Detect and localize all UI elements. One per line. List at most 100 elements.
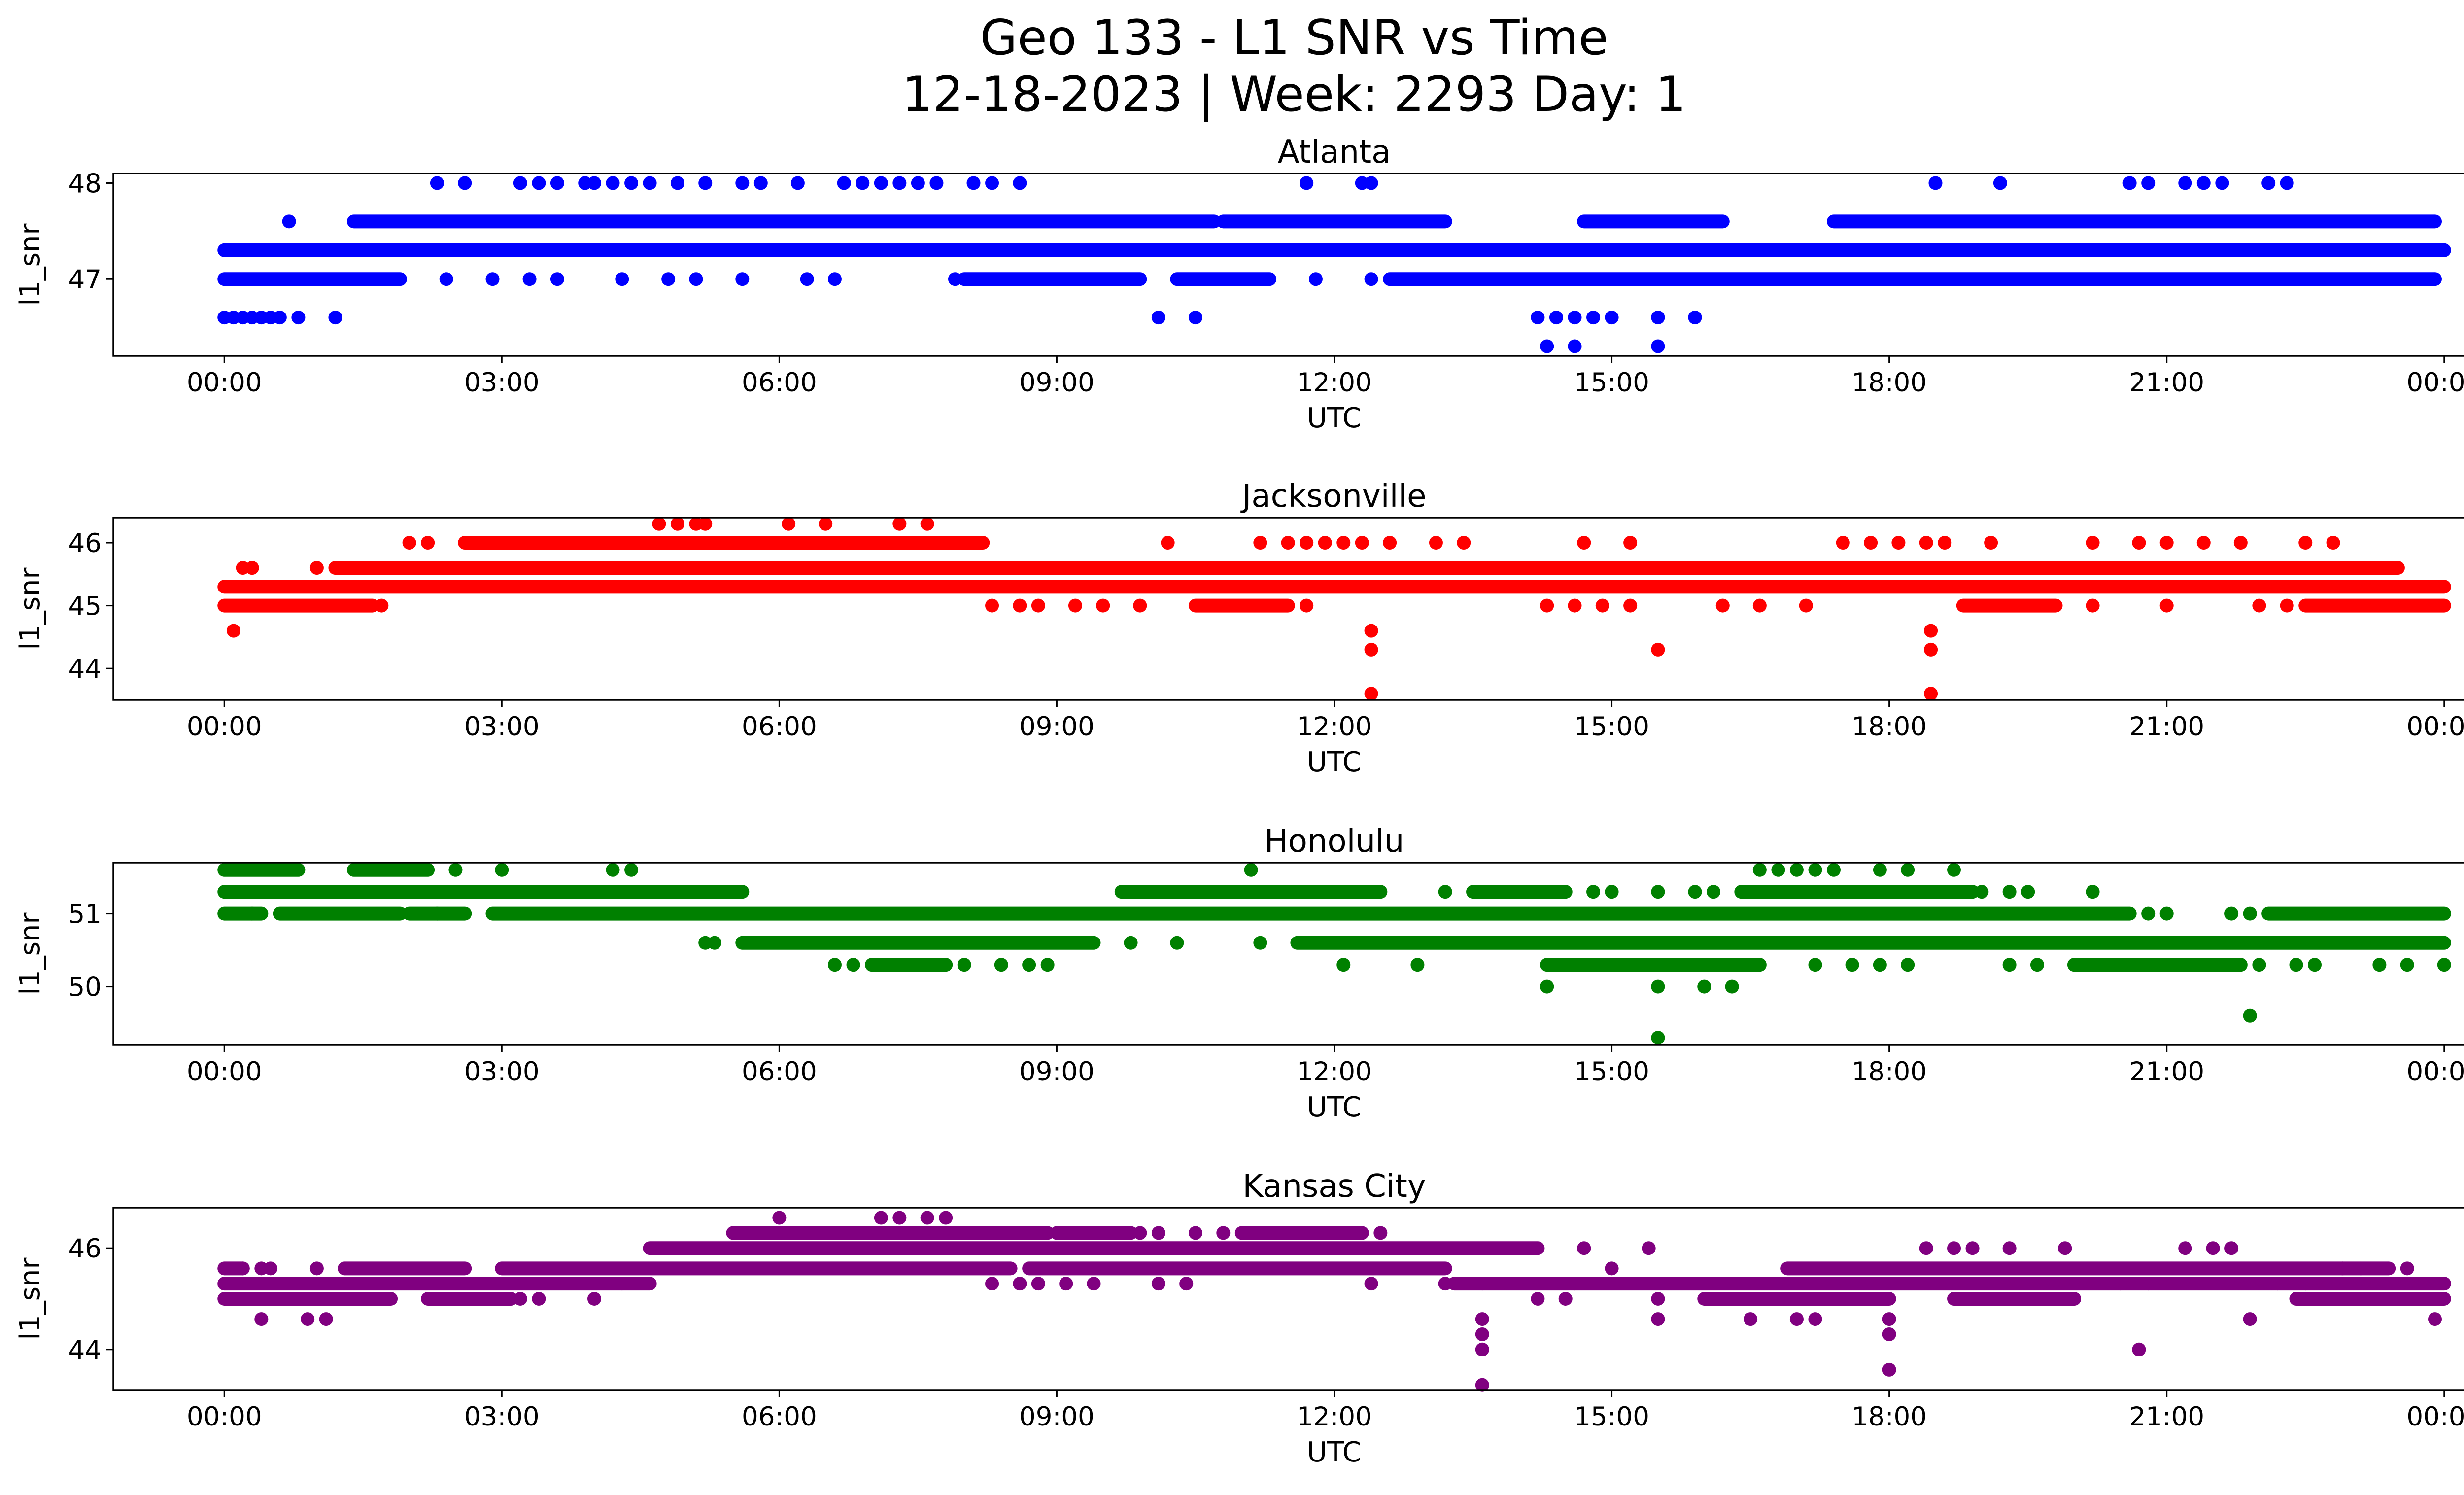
- data-point: [273, 311, 287, 325]
- data-point: [1031, 598, 1045, 613]
- data-point: [1836, 536, 1850, 550]
- point-band: [1577, 214, 1730, 229]
- data-point: [1373, 1226, 1388, 1240]
- x-tick-label: 15:00: [1574, 1057, 1649, 1087]
- data-point: [652, 517, 666, 531]
- data-point: [1161, 536, 1175, 550]
- data-point: [430, 906, 444, 921]
- x-tick-label: 09:00: [1019, 1057, 1095, 1087]
- data-point: [2372, 958, 2387, 972]
- data-point: [606, 176, 620, 190]
- panel-title: Kansas City: [1242, 1168, 1426, 1205]
- data-point: [1383, 536, 1397, 550]
- data-point: [2058, 1241, 2072, 1255]
- data-point: [2298, 1277, 2313, 1291]
- data-point: [624, 176, 639, 190]
- data-point: [439, 272, 453, 286]
- data-point: [1087, 1277, 1101, 1291]
- point-band: [2289, 1292, 2451, 1306]
- data-point: [1752, 863, 1767, 877]
- data-point: [966, 176, 981, 190]
- data-point: [2243, 1008, 2257, 1023]
- y-tick-label: 46: [68, 1234, 102, 1264]
- data-point: [319, 1312, 333, 1326]
- data-point: [615, 1277, 629, 1291]
- data-point: [827, 272, 842, 286]
- x-tick-label: 00:00: [187, 1402, 262, 1432]
- panel-kansas-city: Kansas City 00:00 03:00 06:00 09:00 12:00 15:0…: [14, 1168, 2464, 1468]
- x-tick-label: 21:00: [2129, 712, 2204, 742]
- data-point: [892, 176, 907, 190]
- data-point: [402, 536, 416, 550]
- data-point: [2086, 598, 2100, 613]
- data-point: [245, 561, 259, 575]
- data-point: [458, 176, 472, 190]
- point-band: [217, 863, 306, 877]
- point-band: [957, 272, 1147, 286]
- data-point: [1762, 1292, 1776, 1306]
- data-point: [513, 176, 527, 190]
- data-point: [2382, 561, 2396, 575]
- data-point: [309, 1261, 324, 1276]
- data-point: [1558, 1292, 1573, 1306]
- y-axis-label: l1_snr: [14, 223, 46, 306]
- data-point: [2196, 536, 2211, 550]
- point-band: [2261, 906, 2451, 921]
- point-band: [1956, 598, 2063, 613]
- data-point: [1651, 885, 1665, 899]
- data-point: [2335, 1261, 2350, 1276]
- data-point: [1605, 311, 1619, 325]
- data-point: [1429, 536, 1443, 550]
- data-point: [1605, 1261, 1619, 1276]
- x-tick-label: 18:00: [1851, 368, 1927, 398]
- data-point: [670, 176, 684, 190]
- data-point: [1651, 1292, 1665, 1306]
- data-point: [1882, 1362, 1896, 1377]
- data-point: [689, 272, 703, 286]
- data-point: [2021, 885, 2035, 899]
- data-point: [1300, 176, 1314, 190]
- data-point: [587, 176, 601, 190]
- data-point: [735, 272, 750, 286]
- data-point: [1151, 1226, 1165, 1240]
- data-point: [2233, 536, 2248, 550]
- point-band: [217, 1277, 657, 1291]
- data-point: [1919, 1241, 1933, 1255]
- data-series: [217, 517, 2451, 701]
- point-band: [1022, 1261, 1452, 1276]
- y-tick-label: 45: [68, 591, 102, 622]
- x-tick-label: 18:00: [1851, 1402, 1927, 1432]
- data-point: [1651, 339, 1665, 353]
- data-point: [1253, 536, 1267, 550]
- point-band: [1447, 1277, 2451, 1291]
- point-band: [217, 580, 2451, 594]
- data-point: [1013, 1277, 1027, 1291]
- x-tick-label: 21:00: [2129, 1402, 2204, 1432]
- data-series: [217, 863, 2451, 1045]
- data-point: [1873, 958, 1887, 972]
- data-point: [1697, 979, 1711, 994]
- data-point: [532, 1292, 546, 1306]
- data-point: [1901, 863, 1915, 877]
- data-point: [1947, 1241, 1961, 1255]
- data-point: [1605, 885, 1619, 899]
- point-band: [217, 885, 750, 899]
- data-point: [1096, 598, 1110, 613]
- data-point: [2280, 176, 2294, 190]
- data-point: [1531, 311, 1545, 325]
- x-tick-label: 09:00: [1019, 712, 1095, 742]
- data-point: [1947, 863, 1961, 877]
- data-point: [550, 272, 564, 286]
- point-band: [338, 1261, 472, 1276]
- data-point: [1882, 1327, 1896, 1341]
- figure-title-line1: Geo 133 - L1 SNR vs Time: [980, 10, 1608, 66]
- panel-atlanta: Atlanta 00:00 03:00 06:00 09:00 12:00 15:00 18:…: [14, 134, 2464, 434]
- data-point: [1715, 598, 1730, 613]
- data-point: [1568, 598, 1582, 613]
- data-point: [1355, 536, 1369, 550]
- data-point: [1133, 1226, 1147, 1240]
- data-point: [1688, 311, 1702, 325]
- x-axis-label: UTC: [1307, 746, 1362, 778]
- data-point: [1170, 936, 1184, 950]
- data-point: [2030, 958, 2044, 972]
